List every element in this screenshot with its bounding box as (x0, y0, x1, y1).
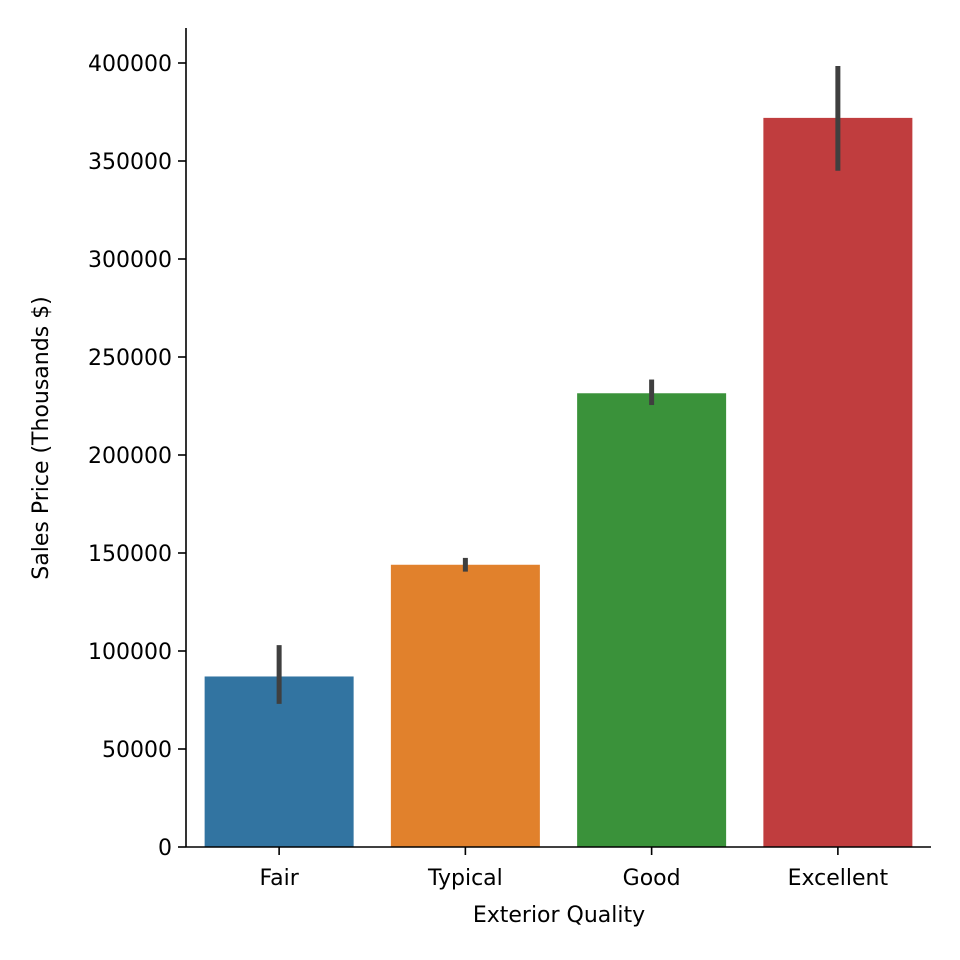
y-tick-label: 150000 (88, 542, 172, 567)
y-tick-label: 200000 (88, 444, 172, 469)
bar-good (577, 393, 727, 847)
y-tick-label: 50000 (102, 738, 172, 763)
x-tick-label: Typical (427, 866, 503, 891)
bar-typical (390, 564, 540, 847)
x-axis: Fair Typical Good Excellent (259, 847, 888, 891)
y-axis: 0 50000 100000 150000 200000 250000 300000 3500… (88, 52, 186, 861)
y-tick-label: 300000 (88, 248, 172, 273)
bar-excellent (763, 117, 913, 847)
y-tick-label: 350000 (88, 150, 172, 175)
y-tick-label: 0 (158, 836, 172, 861)
y-tick-label: 400000 (88, 52, 172, 77)
x-axis-title: Exterior Quality (473, 903, 645, 928)
bar-fair (204, 676, 354, 847)
bars-group (204, 117, 913, 847)
x-tick-label: Excellent (788, 866, 889, 891)
x-tick-label: Fair (259, 866, 299, 891)
error-bars-group (276, 65, 841, 704)
y-axis-title: Sales Price (Thousands $) (29, 296, 54, 579)
y-tick-label: 100000 (88, 640, 172, 665)
y-tick-label: 250000 (88, 346, 172, 371)
x-tick-label: Good (623, 866, 681, 891)
